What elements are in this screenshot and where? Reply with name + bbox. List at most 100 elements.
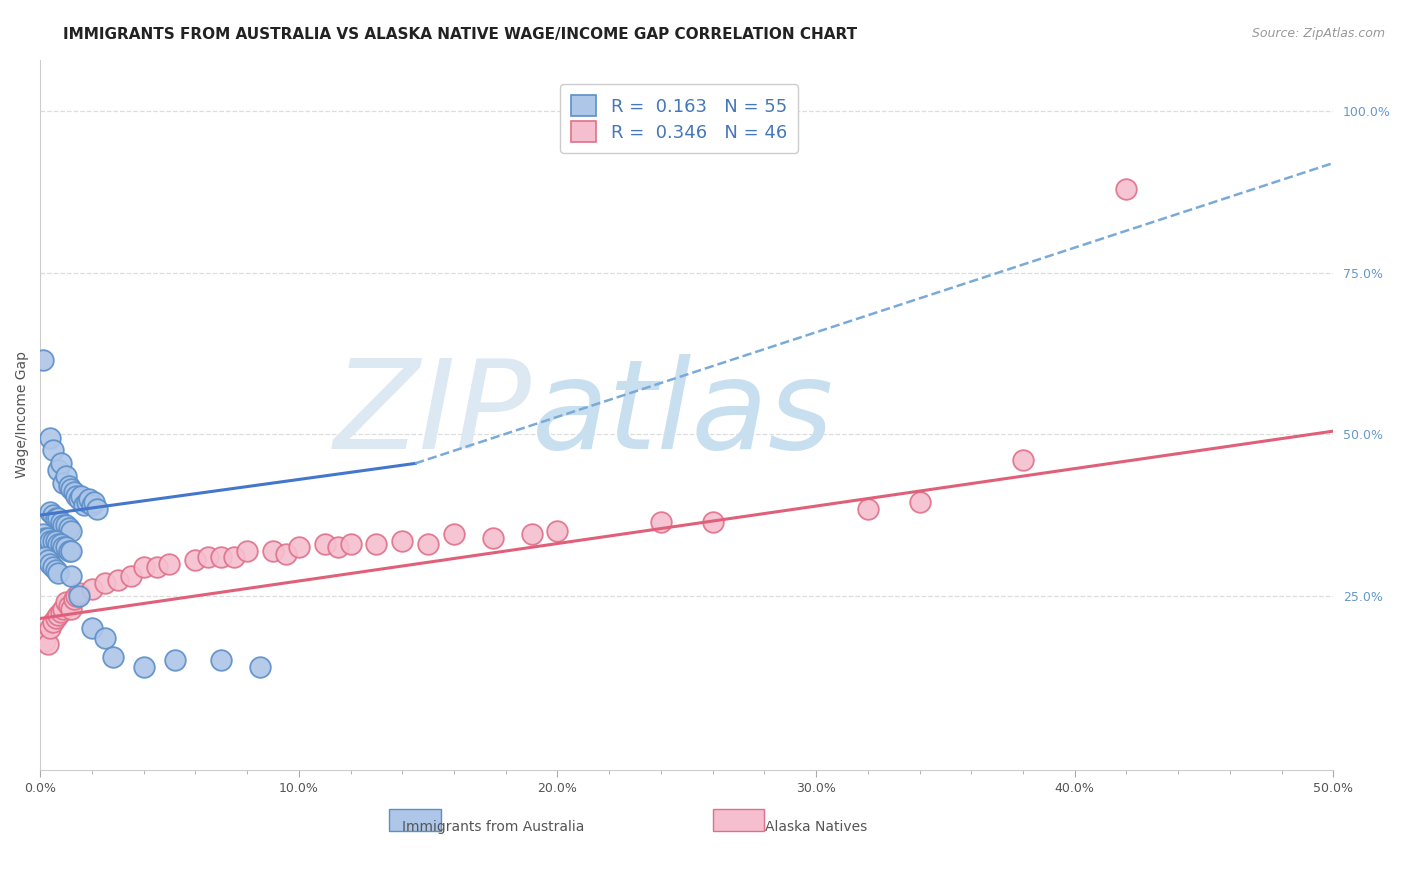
- Point: [65, 489, 87, 503]
- Point: [60, 602, 83, 616]
- Point: [224, 550, 246, 565]
- Point: [416, 537, 439, 551]
- Point: [1012, 453, 1035, 467]
- Point: [107, 573, 129, 587]
- Text: IMMIGRANTS FROM AUSTRALIA VS ALASKA NATIVE WAGE/INCOME GAP CORRELATION CHART: IMMIGRANTS FROM AUSTRALIA VS ALASKA NATI…: [63, 27, 858, 42]
- Point: [60, 483, 83, 497]
- Point: [62, 592, 84, 607]
- Point: [77, 491, 100, 506]
- Point: [46, 537, 69, 551]
- Point: [67, 589, 90, 603]
- Point: [145, 559, 167, 574]
- Text: Immigrants from Australia: Immigrants from Australia: [402, 820, 583, 834]
- Point: [39, 557, 62, 571]
- Point: [39, 621, 62, 635]
- Point: [49, 457, 72, 471]
- Point: [34, 550, 56, 565]
- FancyBboxPatch shape: [713, 809, 765, 830]
- Point: [73, 499, 96, 513]
- Point: [34, 531, 56, 545]
- Point: [70, 489, 93, 503]
- Point: [49, 537, 72, 551]
- Point: [46, 566, 69, 581]
- Point: [366, 537, 388, 551]
- Point: [184, 553, 207, 567]
- Point: [58, 599, 80, 613]
- Point: [908, 495, 931, 509]
- Point: [52, 602, 75, 616]
- Point: [60, 569, 83, 583]
- Point: [132, 660, 155, 674]
- Point: [163, 653, 186, 667]
- FancyBboxPatch shape: [389, 809, 441, 830]
- Text: ZIP: ZIP: [333, 354, 531, 475]
- Point: [58, 521, 80, 535]
- Text: Alaska Natives: Alaska Natives: [765, 820, 868, 834]
- Point: [49, 605, 72, 619]
- Point: [702, 515, 724, 529]
- Point: [45, 533, 67, 548]
- Point: [52, 475, 75, 490]
- Point: [60, 543, 83, 558]
- Point: [39, 533, 62, 548]
- Point: [42, 533, 65, 548]
- Point: [80, 582, 103, 597]
- Point: [42, 443, 65, 458]
- Text: Source: ZipAtlas.com: Source: ZipAtlas.com: [1251, 27, 1385, 40]
- Point: [1115, 182, 1137, 196]
- Point: [67, 491, 90, 506]
- Point: [274, 547, 297, 561]
- Point: [58, 479, 80, 493]
- Point: [76, 495, 98, 509]
- Point: [94, 631, 117, 645]
- Point: [62, 485, 84, 500]
- Point: [42, 508, 65, 522]
- Point: [52, 517, 75, 532]
- Point: [236, 543, 259, 558]
- Point: [209, 550, 232, 565]
- Point: [101, 650, 124, 665]
- Point: [481, 531, 503, 545]
- Point: [546, 524, 568, 539]
- Point: [326, 541, 349, 555]
- Point: [209, 653, 232, 667]
- Point: [391, 533, 413, 548]
- Point: [55, 595, 77, 609]
- Point: [45, 611, 67, 625]
- Point: [37, 553, 59, 567]
- Point: [37, 531, 59, 545]
- Point: [197, 550, 219, 565]
- Point: [65, 589, 87, 603]
- Point: [46, 511, 69, 525]
- Point: [314, 537, 336, 551]
- Point: [55, 469, 77, 483]
- Point: [55, 541, 77, 555]
- Point: [39, 505, 62, 519]
- Point: [45, 563, 67, 577]
- Y-axis label: Wage/Income Gap: Wage/Income Gap: [15, 351, 30, 478]
- Point: [94, 576, 117, 591]
- Point: [80, 621, 103, 635]
- Point: [339, 537, 361, 551]
- Point: [31, 627, 53, 641]
- Point: [83, 495, 105, 509]
- Point: [262, 543, 284, 558]
- Point: [856, 501, 879, 516]
- Point: [67, 585, 90, 599]
- Point: [42, 615, 65, 629]
- Point: [58, 543, 80, 558]
- Point: [49, 515, 72, 529]
- Point: [520, 527, 543, 541]
- Point: [443, 527, 465, 541]
- Point: [31, 353, 53, 368]
- Point: [46, 463, 69, 477]
- Point: [249, 660, 271, 674]
- Point: [34, 634, 56, 648]
- Point: [159, 557, 181, 571]
- Point: [55, 517, 77, 532]
- Point: [287, 541, 309, 555]
- Point: [31, 527, 53, 541]
- Point: [45, 511, 67, 525]
- Point: [60, 524, 83, 539]
- Point: [42, 559, 65, 574]
